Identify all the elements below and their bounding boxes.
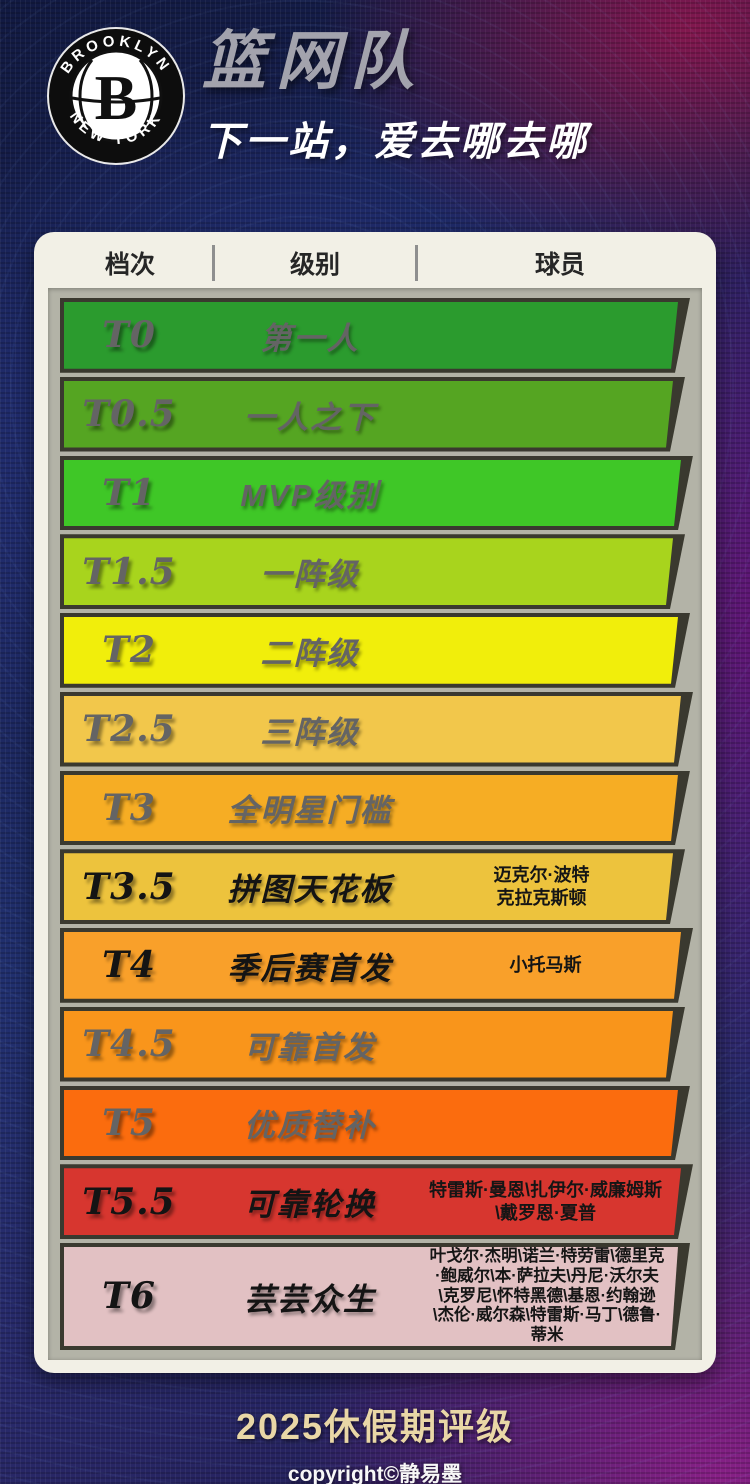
tier-level: 一阵级 [260,557,360,593]
tier-level: 一人之下 [244,399,376,435]
tier-level: 二阵级 [260,635,360,671]
tier-row-inner: T5.5 可靠轮换 特雷斯·曼恩\扎伊尔·威廉姆斯\戴罗恩·夏普 [64,1168,689,1235]
tier-code: T2 [102,629,156,672]
tier-level: 三阵级 [260,714,360,750]
column-separator [212,245,215,281]
footer-copyright: copyright©静易墨 [287,1463,463,1484]
tier-row: T5 优质替补 [60,1086,690,1161]
tier-row-inner: T4.5 可靠首发 [64,1011,681,1078]
tier-row-inner: T2 二阵级 [64,617,686,684]
tier-row: T4.5 可靠首发 [60,1007,685,1082]
tier-code: T2.5 [82,708,176,751]
logo-center-letter: B [95,62,138,133]
tier-level: MVP级别 [240,478,380,514]
tier-level: 芸芸众生 [244,1281,376,1317]
header-titles: 篮网队 下一站，爱去哪去哪 [202,22,589,167]
tier-players: 小托马斯 [509,955,582,976]
column-header-tier: 档次 [104,251,155,279]
tier-row: T4 季后赛首发 小托马斯 [60,928,693,1003]
tier-code: T5.5 [82,1180,176,1223]
tier-code: T3 [102,786,156,829]
tier-row-inner: T1 MVP级别 [64,460,689,527]
tier-row: T0 第一人 [60,298,690,373]
tier-code: T0.5 [82,393,176,436]
column-separator [415,245,418,281]
tier-code: T0 [102,314,156,357]
tier-row: T3.5 拼图天花板 迈克尔·波特 克拉克斯顿 [60,849,685,924]
page-subtitle: 下一站，爱去哪去哪 [202,120,589,165]
tier-players: 特雷斯·曼恩\扎伊尔·威廉姆斯\戴罗恩·夏普 [429,1180,662,1223]
footer: 2025休假期评级 copyright©静易墨 [0,1398,750,1484]
tier-row-inner: T3 全明星门槛 [64,775,686,842]
tier-code: T4 [102,944,156,987]
tier-table: T0 第一人 T0.5 一人之下 T1 MVP级别 T1.5 一阵级 T2 二阵… [48,288,702,1360]
footer-title: 2025休假期评级 [235,1406,515,1447]
tier-row-inner: T0 第一人 [64,302,686,369]
tier-code: T5 [102,1101,156,1144]
tier-row-inner: T2.5 三阵级 [64,696,689,763]
tier-row-inner: T5 优质替补 [64,1090,686,1157]
tier-row-inner: T3.5 拼图天花板 迈克尔·波特 克拉克斯顿 [64,853,681,920]
tier-row-inner: T6 芸芸众生 叶戈尔·杰明\诺兰·特劳雷\德里克·鲍威尔\本·萨拉夫\丹尼·沃… [64,1247,686,1346]
tier-row: T5.5 可靠轮换 特雷斯·曼恩\扎伊尔·威廉姆斯\戴罗恩·夏普 [60,1164,693,1239]
tier-row-inner: T4 季后赛首发 小托马斯 [64,932,689,999]
tier-row: T1 MVP级别 [60,456,693,531]
tier-row: T3 全明星门槛 [60,771,690,846]
tier-level: 季后赛首发 [227,950,393,986]
tier-row: T1.5 一阵级 [60,534,685,609]
tier-code: T3.5 [82,865,176,908]
column-header-players: 球员 [534,251,585,279]
tier-row-inner: T0.5 一人之下 [64,381,681,448]
tier-row-inner: T1.5 一阵级 [64,538,681,605]
tier-players: 叶戈尔·杰明\诺兰·特劳雷\德里克·鲍威尔\本·萨拉夫\丹尼·沃尔夫\克罗尼\怀… [429,1247,665,1345]
tier-code: T4.5 [82,1023,176,1066]
tier-row: T6 芸芸众生 叶戈尔·杰明\诺兰·特劳雷\德里克·鲍威尔\本·萨拉夫\丹尼·沃… [60,1243,690,1350]
tier-panel: 档次 级别 球员 T0 第一人 T0.5 一人之下 T1 MVP级别 T1.5 [34,232,716,1373]
tier-players: 迈克尔·波特 克拉克斯顿 [493,865,590,908]
tier-row: T0.5 一人之下 [60,377,685,452]
tier-code: T1.5 [82,550,176,593]
tier-level: 可靠首发 [244,1029,376,1065]
brooklyn-nets-logo-icon: B BROOKLYN NEW YORK [47,27,185,165]
tier-row: T2 二阵级 [60,613,690,688]
tier-level: 第一人 [260,320,360,356]
column-header-level: 级别 [289,251,340,279]
header: B BROOKLYN NEW YORK 篮网队 下一站，爱去哪去哪 [46,22,730,167]
tier-level: 优质替补 [244,1108,376,1144]
page-title: 篮网队 [202,25,424,97]
column-headers: 档次 级别 球员 [48,238,702,288]
tier-level: 拼图天花板 [227,872,393,908]
tier-row: T2.5 三阵级 [60,692,693,767]
tier-level: 可靠轮换 [244,1187,376,1223]
tier-code: T6 [102,1275,156,1318]
tier-level: 全明星门槛 [227,793,393,829]
tier-code: T1 [102,471,156,514]
